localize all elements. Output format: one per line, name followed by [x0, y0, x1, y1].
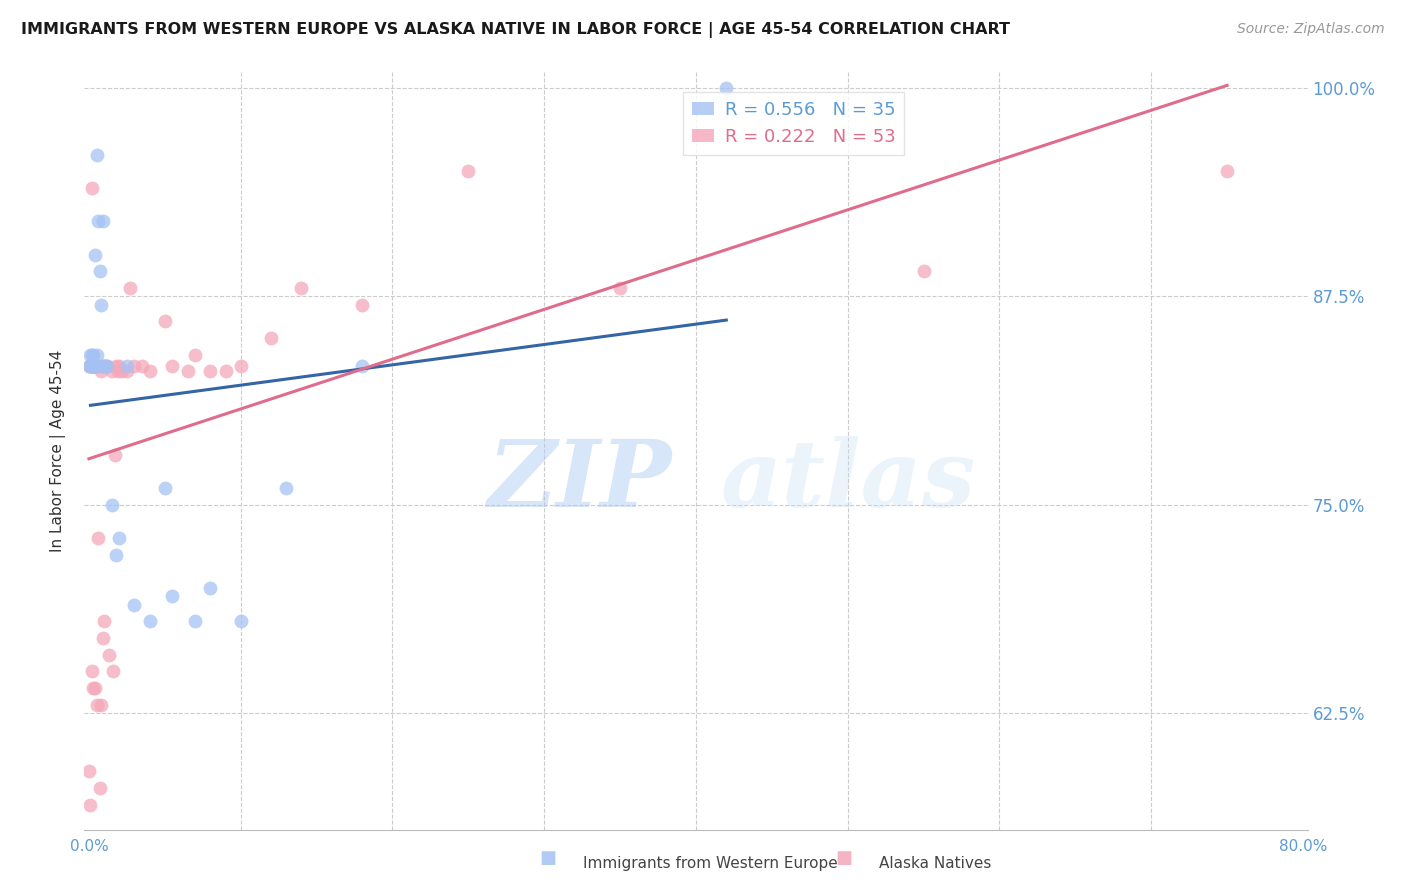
Point: [84, 247, 107, 261]
Point: [105, 548, 128, 562]
Y-axis label: In Labor Force | Age 45-54: In Labor Force | Age 45-54: [51, 350, 66, 551]
Point: [111, 364, 134, 378]
Point: [90, 364, 112, 378]
Point: [82, 359, 104, 374]
Point: [153, 314, 176, 328]
Point: [100, 498, 122, 512]
Point: [79, 359, 101, 374]
Point: [82, 359, 104, 374]
Point: [176, 364, 198, 378]
Point: [162, 589, 184, 603]
Point: [89, 359, 111, 374]
Text: Immigrants from Western Europe: Immigrants from Western Europe: [583, 856, 838, 871]
Point: [162, 359, 184, 374]
Point: [912, 264, 935, 278]
Point: [115, 359, 138, 374]
Point: [79, 359, 101, 374]
Point: [91, 214, 114, 228]
Point: [124, 598, 146, 612]
Point: [138, 364, 160, 378]
Point: [84, 359, 107, 374]
Point: [86, 698, 108, 712]
Point: [77, 764, 100, 779]
Point: [90, 298, 112, 312]
Point: [91, 359, 114, 374]
Point: [716, 81, 738, 95]
Point: [107, 364, 129, 378]
Point: [103, 665, 125, 679]
Point: [138, 614, 160, 628]
Point: [79, 359, 101, 374]
Point: [80, 359, 103, 374]
Point: [90, 698, 112, 712]
Point: [82, 348, 104, 362]
Point: [97, 648, 120, 662]
Point: [184, 348, 207, 362]
Point: [84, 359, 107, 374]
Point: [153, 481, 176, 495]
Point: [86, 348, 108, 362]
Point: [79, 359, 101, 374]
Point: [260, 331, 283, 345]
Point: [290, 281, 312, 295]
Text: ■: ■: [540, 849, 557, 867]
Point: [100, 364, 122, 378]
Point: [200, 581, 222, 595]
Text: IMMIGRANTS FROM WESTERN EUROPE VS ALASKA NATIVE IN LABOR FORCE | AGE 45-54 CORRE: IMMIGRANTS FROM WESTERN EUROPE VS ALASKA…: [21, 22, 1010, 38]
Point: [94, 359, 117, 374]
Point: [93, 614, 115, 628]
Point: [89, 264, 111, 278]
Point: [609, 281, 631, 295]
Point: [89, 780, 111, 795]
Point: [214, 364, 236, 378]
Point: [79, 797, 101, 812]
Point: [77, 359, 100, 374]
Point: [229, 614, 252, 628]
Point: [104, 448, 127, 462]
Point: [184, 614, 207, 628]
Point: [96, 359, 118, 374]
Point: [82, 681, 104, 695]
Point: [352, 298, 374, 312]
Point: [118, 281, 141, 295]
Text: ZIP: ZIP: [488, 436, 672, 525]
Point: [1216, 164, 1239, 178]
Point: [87, 531, 110, 545]
Point: [91, 631, 114, 645]
Point: [84, 359, 107, 374]
Point: [80, 665, 103, 679]
Point: [80, 359, 103, 374]
Point: [87, 214, 110, 228]
Text: Source: ZipAtlas.com: Source: ZipAtlas.com: [1237, 22, 1385, 37]
Point: [82, 359, 104, 374]
Point: [79, 348, 101, 362]
Point: [108, 531, 131, 545]
Point: [86, 147, 108, 161]
Point: [80, 348, 103, 362]
Point: [200, 364, 222, 378]
Point: [82, 359, 104, 374]
Point: [115, 364, 138, 378]
Point: [84, 681, 107, 695]
Point: [229, 359, 252, 374]
Point: [131, 359, 153, 374]
Point: [276, 481, 298, 495]
Point: [93, 359, 115, 374]
Point: [86, 359, 108, 374]
Point: [457, 164, 479, 178]
Point: [82, 359, 104, 374]
Point: [352, 359, 374, 374]
Point: [105, 359, 128, 374]
Point: [93, 359, 115, 374]
Point: [124, 359, 146, 374]
Text: atlas: atlas: [720, 436, 976, 525]
Text: Alaska Natives: Alaska Natives: [879, 856, 991, 871]
Text: ■: ■: [835, 849, 852, 867]
Point: [80, 359, 103, 374]
Point: [80, 181, 103, 195]
Point: [96, 359, 118, 374]
Point: [108, 359, 131, 374]
Legend: R = 0.556   N = 35, R = 0.222   N = 53: R = 0.556 N = 35, R = 0.222 N = 53: [683, 92, 904, 155]
